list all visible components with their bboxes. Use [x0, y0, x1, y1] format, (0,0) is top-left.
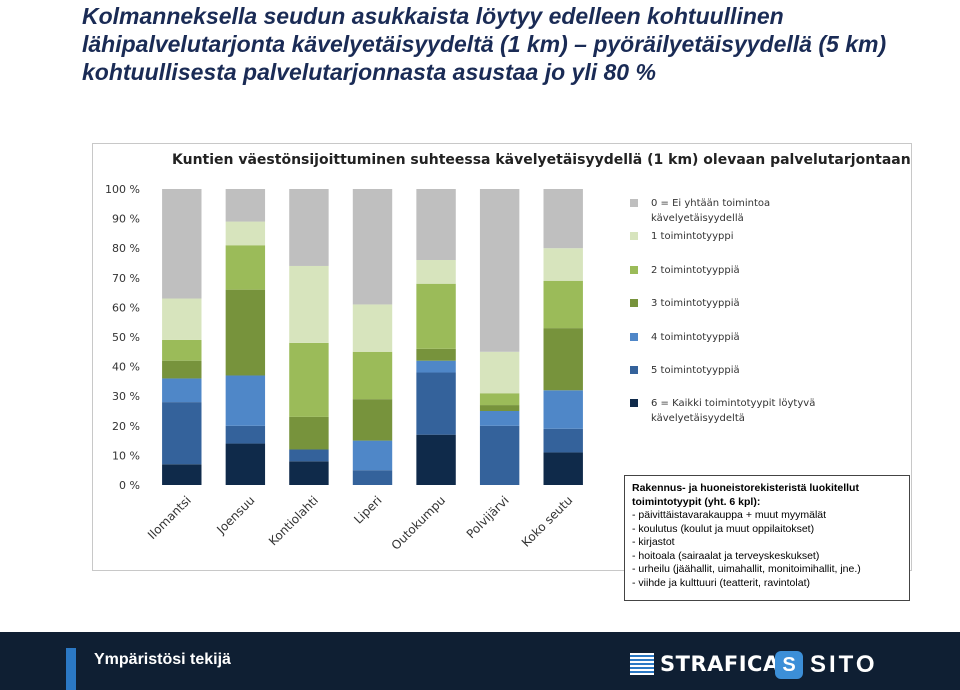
bar-segment [479, 351, 520, 394]
strafica-logo-text: STRAFICA [660, 652, 780, 676]
bar-segment [543, 280, 583, 329]
y-tick-label: 50 % [112, 331, 140, 344]
bar-segment [225, 443, 266, 485]
page-headline: Kolmanneksella seudun asukkaista löytyy … [82, 3, 887, 85]
legend-label: 6 = Kaikki toimintotyypit löytyvä kävely… [651, 398, 816, 424]
bar-segment [289, 342, 329, 417]
strafica-logo-icon [630, 653, 654, 675]
legend-swatch [630, 299, 638, 307]
bar-segment [479, 189, 520, 352]
legend-swatch [630, 232, 638, 240]
legend-swatch [630, 333, 638, 341]
bar-segment [479, 393, 520, 406]
x-tick-label: Koko seutu [519, 493, 575, 549]
legend-label: 0 = Ei yhtään toimintoa kävelyetäisyydel… [651, 198, 771, 224]
bar-segment [416, 189, 456, 261]
bar-segment [289, 416, 329, 450]
bar-segment [543, 189, 583, 249]
bar-segment [479, 405, 520, 411]
x-tick-label: Polvijärvi [464, 493, 512, 541]
bar-segment [162, 339, 202, 361]
bar-segment [543, 328, 583, 391]
sito-logo: S SITO [775, 650, 878, 680]
bar-segment [352, 351, 393, 400]
bar-segment [352, 304, 393, 352]
bar-segment [352, 399, 393, 441]
note-item: - hoitoala (sairaalat ja terveyskeskukse… [632, 549, 820, 562]
bar-segment [289, 449, 329, 462]
bar-segment [289, 265, 329, 343]
bar-segment [543, 428, 583, 453]
bar-segment [225, 221, 266, 246]
bar-segment [225, 425, 266, 444]
legend-swatch [630, 199, 638, 207]
x-tick-label: Joensuu [213, 493, 257, 537]
y-tick-label: 10 % [112, 449, 140, 462]
note-item: - kirjastot [632, 536, 675, 548]
sito-logo-icon: S [775, 651, 803, 679]
bar-segment [352, 470, 393, 485]
bar-segment [543, 390, 583, 429]
y-tick-label: 60 % [112, 301, 140, 314]
legend-label: 3 toimintotyyppiä [651, 298, 740, 309]
bar-segment [162, 189, 202, 299]
bar-segment [416, 260, 456, 284]
y-tick-label: 40 % [112, 361, 140, 374]
bar-segment [416, 283, 456, 349]
legend-label: 4 toimintotyyppiä [651, 332, 740, 343]
sito-logo-text: SITO [810, 651, 878, 678]
classification-note: Rakennus- ja huoneistorekisteristä luoki… [624, 475, 910, 601]
x-tick-label: Ilomantsi [145, 493, 194, 542]
note-item: - päivittäistavarakauppa + muut myymälät [632, 509, 827, 521]
bar-segment [543, 452, 583, 485]
x-tick-label: Kontiolahti [266, 493, 321, 548]
bar-segment [416, 360, 456, 373]
x-tick-label: Outokumpu [389, 493, 449, 553]
bar-segment [225, 375, 266, 426]
footer-accent-strip [66, 648, 76, 690]
bar-segment [289, 461, 329, 485]
legend-swatch [630, 399, 638, 407]
bar-segment [416, 372, 456, 435]
x-tick-label: Liperi [351, 493, 384, 526]
bar-segment [352, 440, 393, 471]
y-tick-label: 80 % [112, 242, 140, 255]
bar-segment [416, 348, 456, 361]
legend-swatch [630, 366, 638, 374]
bar-segment [289, 189, 329, 266]
bar-segment [162, 378, 202, 403]
note-item: - viihde ja kulttuuri (teatterit, ravint… [632, 576, 810, 589]
chart-title: Kuntien väestönsijoittuminen suhteessa k… [172, 152, 911, 168]
y-tick-label: 30 % [112, 390, 140, 403]
note-item: - koulutus (koulut ja muut oppilaitokset… [632, 522, 815, 535]
legend-swatch [630, 266, 638, 274]
bar-segment [225, 189, 266, 222]
legend-label: 2 toimintotyyppiä [651, 265, 740, 276]
y-tick-label: 90 % [112, 213, 140, 226]
legend-label: 5 toimintotyyppiä [651, 365, 740, 376]
legend-label: 1 toimintotyyppi [651, 231, 734, 242]
note-title: Rakennus- ja huoneistorekisteristä luoki… [632, 482, 859, 508]
bar-segment [416, 434, 456, 485]
bar-segment [543, 248, 583, 281]
strafica-logo: STRAFICA [630, 650, 780, 678]
y-tick-label: 100 % [105, 183, 140, 196]
y-tick-label: 0 % [119, 479, 140, 492]
bar-segment [162, 298, 202, 340]
bar-segment [162, 464, 202, 485]
bar-segment [352, 189, 393, 305]
y-tick-label: 20 % [112, 420, 140, 433]
bar-segment [225, 289, 266, 376]
bar-segment [479, 411, 520, 426]
bar-segment [162, 360, 202, 379]
bar-segment [225, 245, 266, 290]
note-item: - urheilu (jäähallit, uimahallit, monito… [632, 563, 861, 575]
y-tick-label: 70 % [112, 272, 140, 285]
bar-segment [479, 425, 520, 485]
bar-segment [162, 402, 202, 465]
footer-title: Ympäristösi tekijä [94, 651, 231, 668]
